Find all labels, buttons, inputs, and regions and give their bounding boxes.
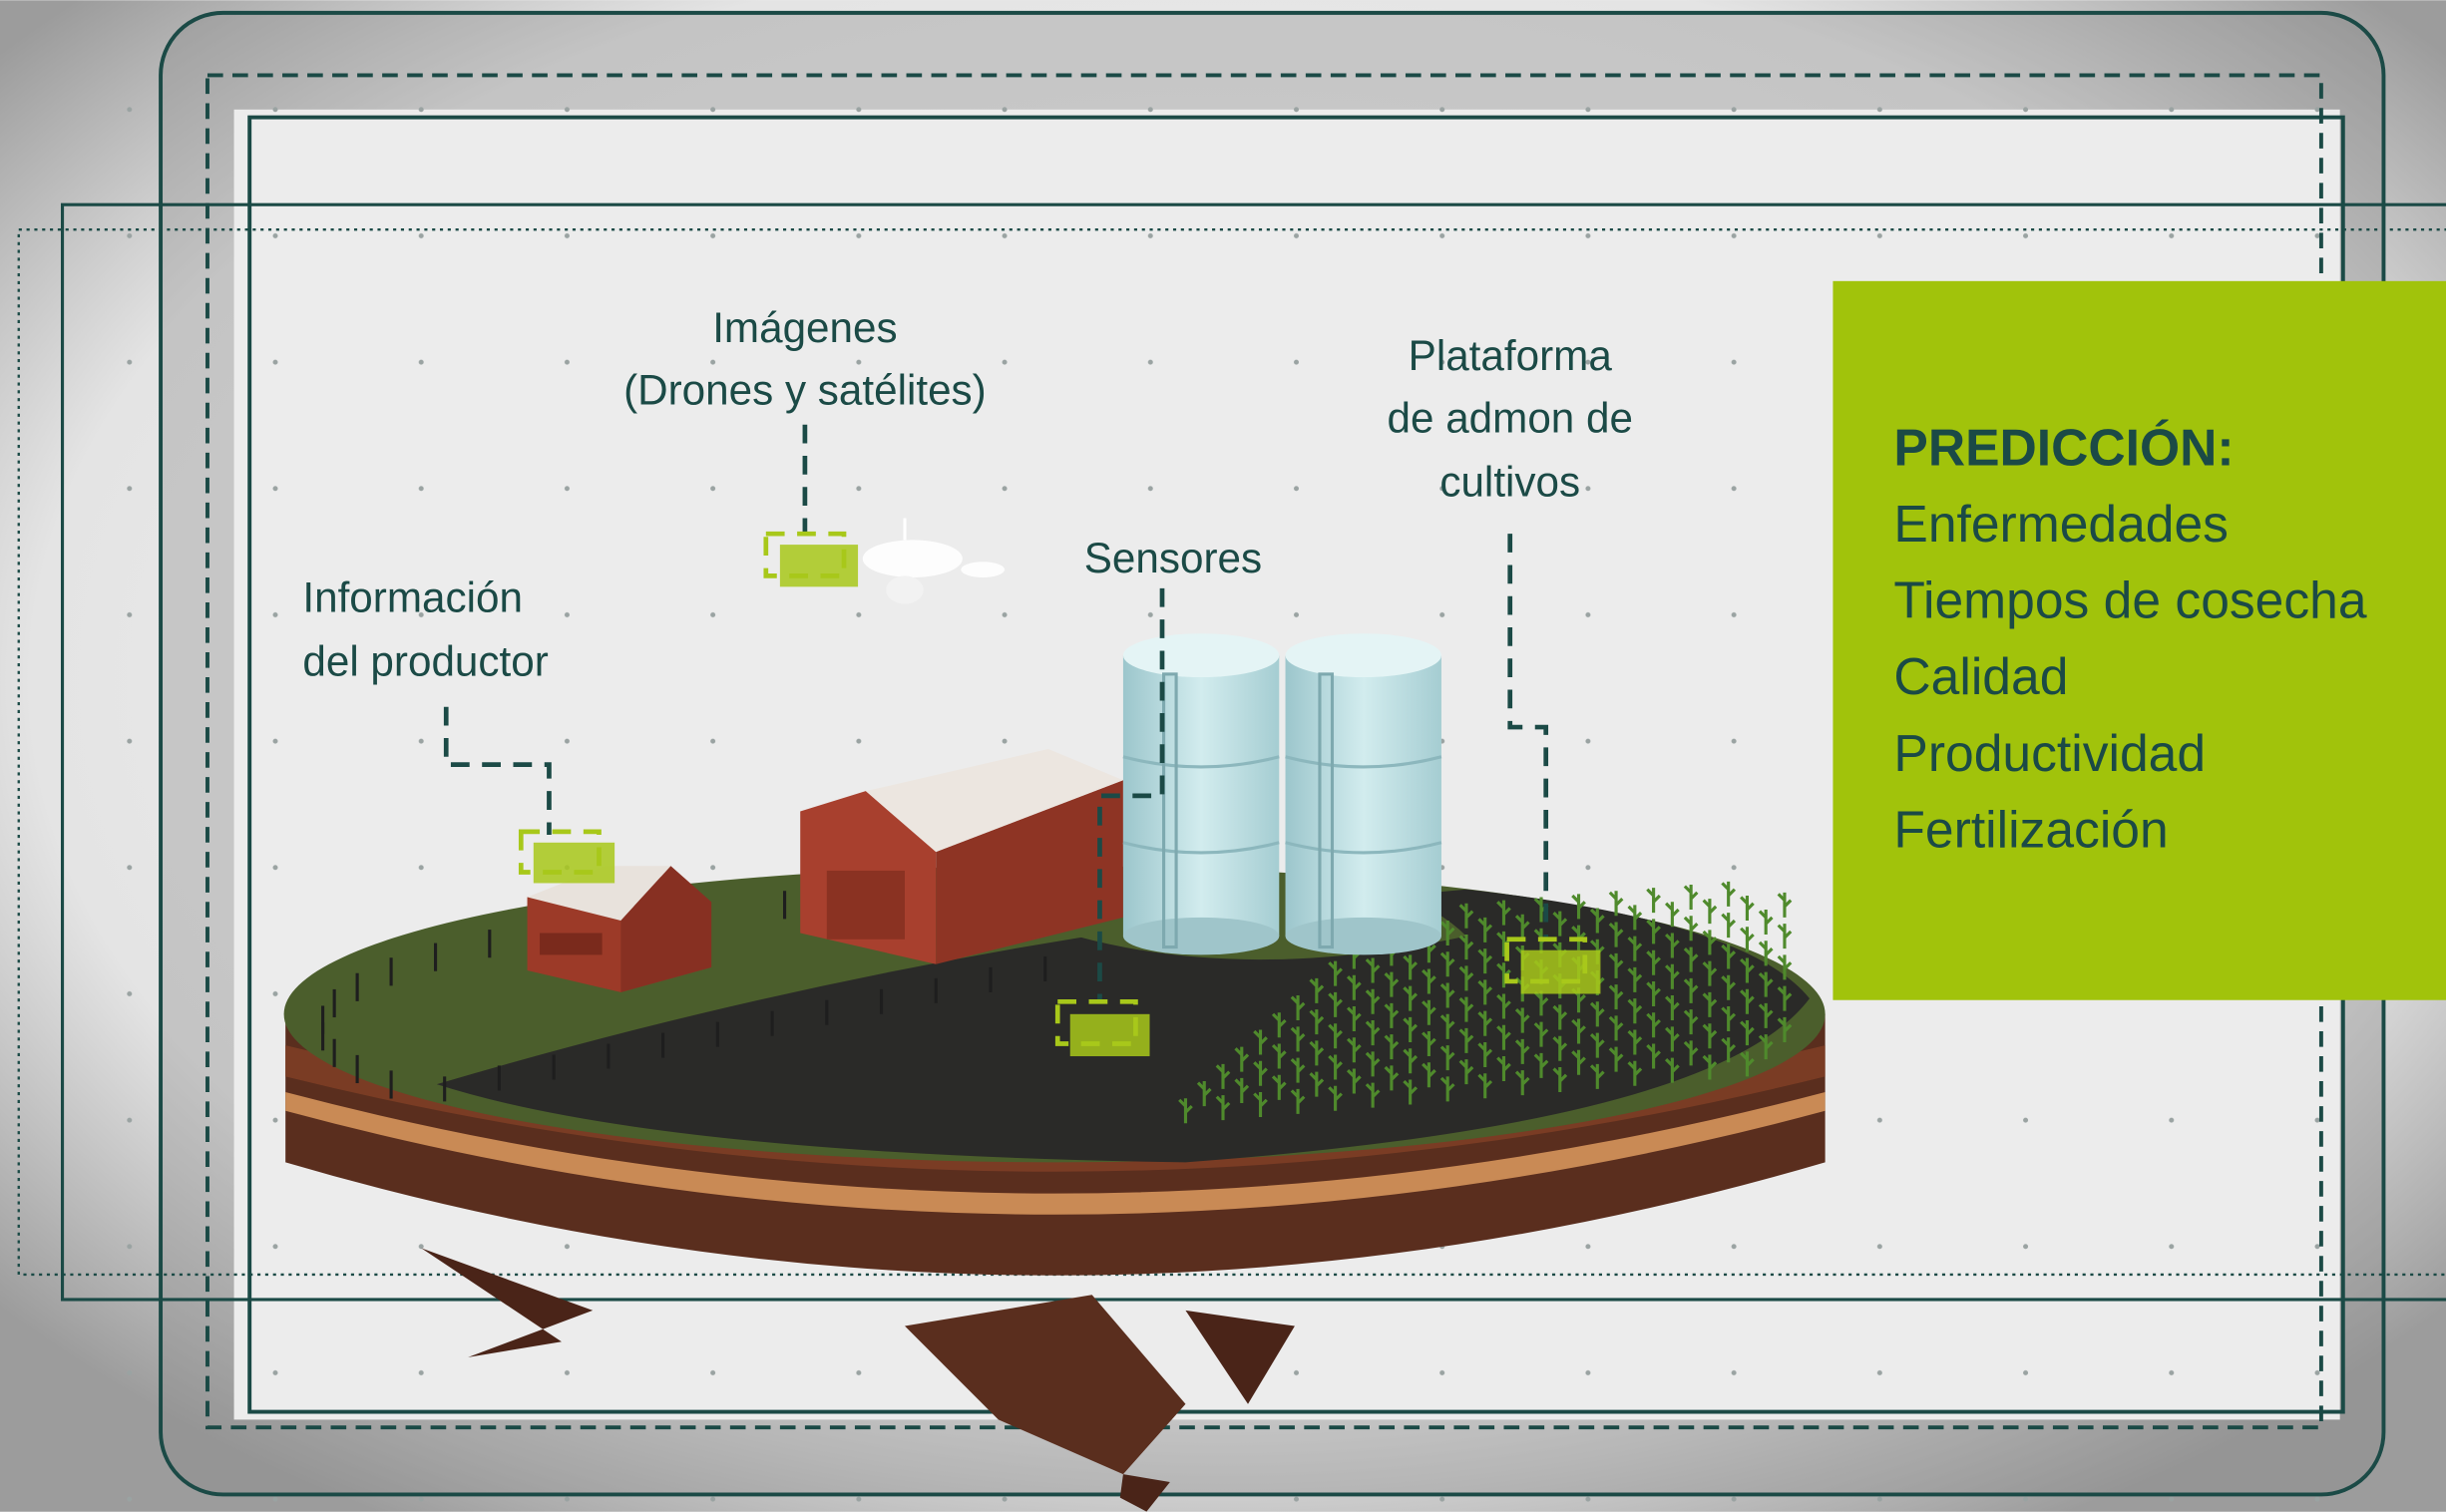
- prediction-item: Tiempos de cosecha: [1893, 571, 2366, 629]
- callout-label: Información: [302, 573, 523, 620]
- callout-label: (Drones y satélites): [623, 366, 987, 413]
- prediction-item: Calidad: [1893, 647, 2068, 705]
- callout-label: de admon de: [1388, 395, 1633, 442]
- scene: Información del productor Imágenes (Dron…: [0, 0, 2446, 1512]
- callout-label: del productor: [302, 637, 548, 684]
- callout-label: Imágenes: [712, 304, 897, 351]
- prediction-item: Productividad: [1893, 724, 2206, 782]
- prediction-title: PREDICCIÓN:: [1893, 418, 2234, 476]
- callout-label: Plataforma: [1409, 332, 1613, 379]
- prediction-item: Enfermedades: [1893, 495, 2229, 553]
- prediction-panel: [1833, 281, 2446, 1000]
- callout-label: Sensores: [1084, 535, 1262, 581]
- callout-label: cultivos: [1439, 459, 1580, 506]
- prediction-item: Fertilización: [1893, 800, 2168, 858]
